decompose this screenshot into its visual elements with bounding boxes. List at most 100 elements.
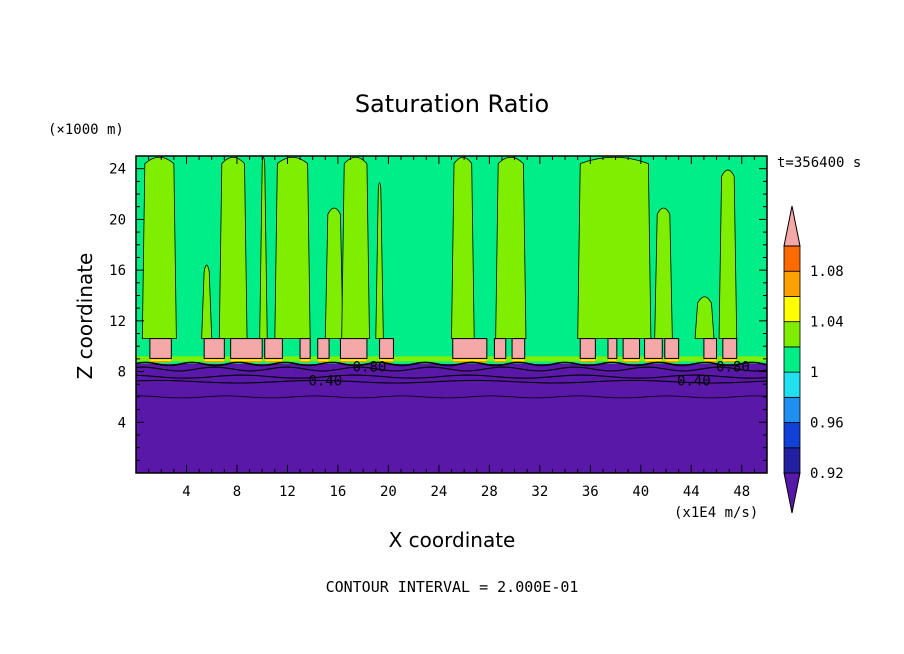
colorbar-tick-label: 0.96 xyxy=(810,416,844,432)
cell-yellow-base xyxy=(665,359,679,361)
y-unit-label: (×1000 m) xyxy=(48,122,124,138)
x-axis-title: X coordinate xyxy=(389,528,516,552)
x-unit-label: (x1E4 m/s) xyxy=(674,505,758,521)
x-tick-label: 12 xyxy=(279,484,296,500)
cell-yellow-base xyxy=(580,359,595,361)
humid-column xyxy=(577,156,652,339)
region-humid-base xyxy=(136,356,767,362)
cell-yellow-base xyxy=(265,359,282,361)
contour-line xyxy=(136,395,768,399)
y-tick-label: 4 xyxy=(118,415,126,431)
cell-yellow-base xyxy=(704,359,717,361)
colorbar-swatch xyxy=(783,396,801,423)
x-tick-label: 16 xyxy=(329,484,346,500)
humid-column xyxy=(654,207,673,339)
cell-yellow-base xyxy=(150,359,171,361)
colorbar-swatch xyxy=(783,296,801,323)
cell-yellow-base xyxy=(204,359,224,361)
y-tick-label: 20 xyxy=(109,212,126,228)
supersaturated-cell xyxy=(149,338,172,359)
contour-label: 0.40 xyxy=(308,373,342,389)
x-tick-label: 4 xyxy=(182,484,190,500)
supersaturated-cell xyxy=(264,338,283,359)
supersaturated-cell xyxy=(579,338,596,359)
x-tick-label: 48 xyxy=(733,484,750,500)
contour-label: 0.40 xyxy=(677,373,711,389)
contour-label: 0.80 xyxy=(353,359,387,375)
humid-column xyxy=(694,296,715,339)
humid-column xyxy=(201,264,213,339)
humid-column xyxy=(451,156,475,339)
humid-column xyxy=(375,182,384,339)
contour-label: 0.80 xyxy=(716,359,750,375)
cell-yellow-base xyxy=(380,359,393,361)
contour-line xyxy=(135,374,768,379)
chart-title: Saturation Ratio xyxy=(355,90,549,118)
y-tick-label: 12 xyxy=(109,314,126,330)
humid-column xyxy=(259,156,268,339)
colorbar-swatch xyxy=(783,422,801,449)
x-tick-label: 36 xyxy=(582,484,599,500)
x-tick-label: 24 xyxy=(430,484,447,500)
cell-yellow-base xyxy=(300,359,310,361)
y-tick-label: 24 xyxy=(109,162,126,178)
cell-yellow-base xyxy=(723,359,737,361)
plot-area: 0.80 0.40 0.40 0.80 xyxy=(135,155,768,474)
colorbar-swatch xyxy=(783,321,801,348)
x-tick-label: 28 xyxy=(481,484,498,500)
colorbar-arrow-high xyxy=(783,205,801,247)
supersaturated-cell xyxy=(703,338,718,359)
cell-yellow-base xyxy=(453,359,487,361)
supersaturated-cell xyxy=(452,338,488,359)
colorbar-swatch xyxy=(783,371,801,398)
supersaturated-cell xyxy=(203,338,225,359)
cell-yellow-base xyxy=(512,359,525,361)
colorbar: 0.92 0.96 1 1.04 1.08 xyxy=(783,205,844,514)
region-dry-layer xyxy=(136,363,767,473)
x-tick-label: 44 xyxy=(683,484,700,500)
supersaturated-cell xyxy=(722,338,738,359)
cell-yellow-base xyxy=(231,359,262,361)
supersaturated-cell xyxy=(607,338,618,359)
x-tick-label: 20 xyxy=(380,484,397,500)
colorbar-swatch xyxy=(783,245,801,272)
contour-line xyxy=(135,366,768,372)
humid-column xyxy=(324,207,344,339)
cell-yellow-base xyxy=(494,359,506,361)
y-axis: 4 8 12 16 20 24 xyxy=(109,155,767,474)
x-tick-label: 8 xyxy=(233,484,241,500)
supersaturated-cell xyxy=(299,338,311,359)
colorbar-swatch xyxy=(783,270,801,297)
colorbar-swatch xyxy=(783,346,801,373)
colorbar-arrow-low xyxy=(783,472,801,514)
x-tick-label: 32 xyxy=(531,484,548,500)
cell-yellow-base xyxy=(318,359,329,361)
humid-column xyxy=(218,156,248,339)
humid-column xyxy=(718,169,738,339)
colorbar-tick-label: 1 xyxy=(810,365,818,381)
y-axis-title: Z coordinate xyxy=(73,253,97,380)
contour-interval-footer: CONTOUR INTERVAL = 2.000E-01 xyxy=(326,578,579,596)
supersaturated-cell xyxy=(379,338,394,359)
y-tick-label: 8 xyxy=(118,365,126,381)
cell-yellow-base xyxy=(623,359,640,361)
humid-column xyxy=(341,156,370,339)
supersaturated-cell xyxy=(230,338,263,359)
colorbar-swatch xyxy=(783,447,801,474)
humid-column xyxy=(274,156,311,339)
humid-column xyxy=(495,156,527,339)
colorbar-tick-label: 1.08 xyxy=(810,264,844,280)
supersaturated-cell xyxy=(622,338,641,359)
supersaturated-cell xyxy=(339,338,368,359)
supersaturated-cell xyxy=(511,338,526,359)
supersaturated-cell xyxy=(664,338,680,359)
contour-line xyxy=(135,361,768,367)
supersaturated-cell xyxy=(644,338,663,359)
contour-line xyxy=(135,379,768,384)
cell-yellow-base xyxy=(645,359,662,361)
y-tick-label: 16 xyxy=(109,263,126,279)
cell-yellow-base xyxy=(608,359,617,361)
cell-yellow-base xyxy=(340,359,367,361)
colorbar-tick-label: 0.92 xyxy=(810,466,844,482)
